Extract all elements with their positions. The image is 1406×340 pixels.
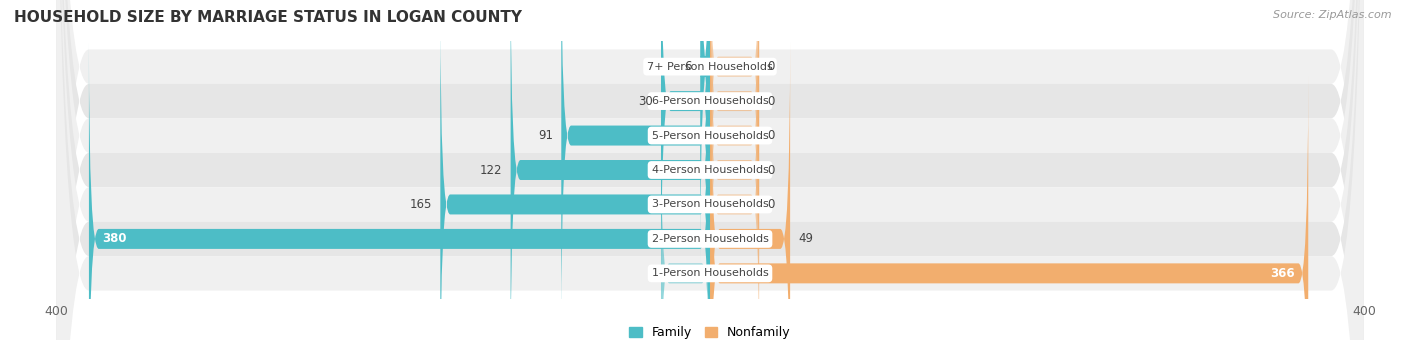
Text: 1-Person Households: 1-Person Households <box>651 268 769 278</box>
FancyBboxPatch shape <box>56 0 1364 340</box>
FancyBboxPatch shape <box>510 0 710 340</box>
FancyBboxPatch shape <box>710 76 1308 340</box>
FancyBboxPatch shape <box>56 0 1364 340</box>
Text: 30: 30 <box>638 95 652 107</box>
Text: HOUSEHOLD SIZE BY MARRIAGE STATUS IN LOGAN COUNTY: HOUSEHOLD SIZE BY MARRIAGE STATUS IN LOG… <box>14 10 522 25</box>
Text: 366: 366 <box>1271 267 1295 280</box>
Text: 6: 6 <box>685 60 692 73</box>
Text: Source: ZipAtlas.com: Source: ZipAtlas.com <box>1274 10 1392 20</box>
Text: 0: 0 <box>768 198 775 211</box>
FancyBboxPatch shape <box>710 42 759 340</box>
FancyBboxPatch shape <box>710 0 759 229</box>
Legend: Family, Nonfamily: Family, Nonfamily <box>630 326 790 339</box>
FancyBboxPatch shape <box>56 0 1364 340</box>
FancyBboxPatch shape <box>710 8 759 332</box>
FancyBboxPatch shape <box>56 0 1364 340</box>
Text: 3-Person Households: 3-Person Households <box>651 200 769 209</box>
FancyBboxPatch shape <box>561 0 710 332</box>
Text: 91: 91 <box>538 129 553 142</box>
Text: 49: 49 <box>799 233 813 245</box>
Text: 6-Person Households: 6-Person Households <box>651 96 769 106</box>
Text: 7+ Person Households: 7+ Person Households <box>647 62 773 72</box>
Text: 122: 122 <box>479 164 502 176</box>
FancyBboxPatch shape <box>710 0 759 264</box>
Text: 0: 0 <box>768 95 775 107</box>
FancyBboxPatch shape <box>710 0 759 298</box>
FancyBboxPatch shape <box>89 42 710 340</box>
FancyBboxPatch shape <box>661 111 710 340</box>
Text: 0: 0 <box>768 164 775 176</box>
FancyBboxPatch shape <box>56 0 1364 340</box>
Text: 165: 165 <box>409 198 432 211</box>
FancyBboxPatch shape <box>661 0 710 298</box>
FancyBboxPatch shape <box>56 0 1364 340</box>
Text: 0: 0 <box>768 60 775 73</box>
Text: 5-Person Households: 5-Person Households <box>651 131 769 140</box>
Text: 4-Person Households: 4-Person Households <box>651 165 769 175</box>
FancyBboxPatch shape <box>710 42 790 340</box>
Text: 2-Person Households: 2-Person Households <box>651 234 769 244</box>
Text: 380: 380 <box>103 233 127 245</box>
FancyBboxPatch shape <box>56 0 1364 340</box>
FancyBboxPatch shape <box>440 8 710 340</box>
FancyBboxPatch shape <box>700 0 710 264</box>
Text: 0: 0 <box>768 129 775 142</box>
